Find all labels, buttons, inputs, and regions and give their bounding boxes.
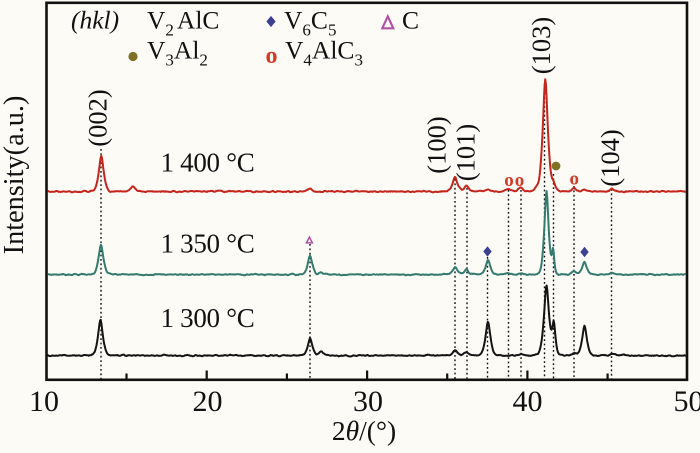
svg-text:(100): (100): [422, 116, 452, 173]
svg-text:1 400 °C: 1 400 °C: [161, 148, 255, 178]
svg-text:20: 20: [193, 385, 223, 418]
svg-text:10: 10: [29, 385, 59, 418]
svg-text:1 300 °C: 1 300 °C: [161, 303, 255, 333]
svg-text:40: 40: [513, 385, 543, 418]
svg-text:Intensity(a.u.): Intensity(a.u.): [0, 96, 30, 255]
svg-text:(103): (103): [526, 17, 556, 74]
svg-text:o: o: [504, 170, 514, 191]
svg-text:V4AlC3: V4AlC3: [285, 36, 363, 70]
svg-text:V3Al2: V3Al2: [147, 36, 208, 70]
svg-text:1 350 °C: 1 350 °C: [161, 229, 255, 259]
svg-text:o: o: [515, 170, 525, 191]
svg-text:2θ/(°): 2θ/(°): [332, 415, 396, 446]
svg-text:(hkl): (hkl): [71, 6, 119, 35]
svg-text:o: o: [266, 43, 278, 69]
svg-text:(104): (104): [595, 129, 625, 186]
svg-text:50: 50: [674, 385, 700, 418]
svg-text:C: C: [402, 6, 419, 35]
svg-text:(002): (002): [83, 89, 113, 146]
svg-text:30: 30: [353, 385, 383, 418]
svg-text:(101): (101): [451, 124, 481, 181]
svg-text:o: o: [570, 169, 580, 190]
